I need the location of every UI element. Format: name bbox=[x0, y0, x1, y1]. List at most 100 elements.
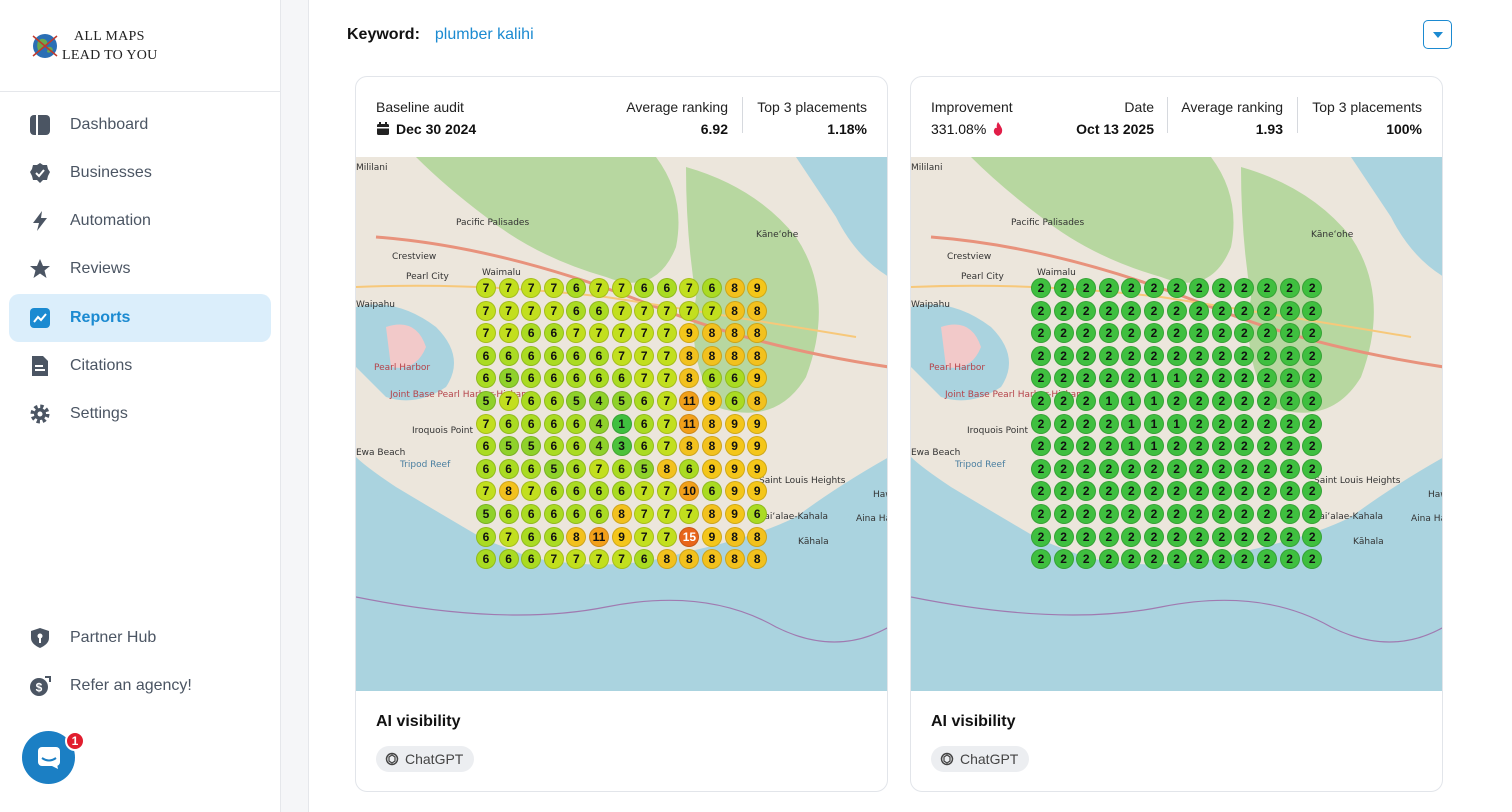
rank-pin[interactable]: 9 bbox=[747, 368, 768, 389]
rank-pin[interactable]: 2 bbox=[1098, 549, 1119, 570]
rank-pin[interactable]: 2 bbox=[1166, 526, 1187, 547]
rank-pin[interactable]: 2 bbox=[1279, 549, 1300, 570]
rank-pin[interactable]: 7 bbox=[656, 391, 677, 411]
rank-pin[interactable]: 2 bbox=[1031, 504, 1051, 524]
rank-pin[interactable]: 2 bbox=[1279, 481, 1300, 502]
rank-pin[interactable]: 9 bbox=[724, 481, 745, 502]
rank-pin[interactable]: 2 bbox=[1031, 436, 1051, 457]
rank-pin[interactable]: 2 bbox=[1166, 549, 1187, 570]
rank-pin[interactable]: 7 bbox=[679, 300, 700, 321]
rank-pin[interactable]: 2 bbox=[1076, 458, 1097, 479]
rank-pin[interactable]: 1 bbox=[1121, 413, 1142, 434]
rank-pin[interactable]: 7 bbox=[634, 345, 655, 366]
expand-dropdown-button[interactable] bbox=[1423, 20, 1452, 49]
rank-pin[interactable]: 2 bbox=[1098, 413, 1119, 434]
rank-pin[interactable]: 7 bbox=[656, 504, 677, 524]
rank-pin[interactable]: 6 bbox=[543, 436, 564, 457]
sidebar-item-citations[interactable]: Citations bbox=[9, 342, 271, 390]
rank-pin[interactable]: 2 bbox=[1211, 413, 1232, 434]
rank-pin[interactable]: 2 bbox=[1302, 323, 1323, 344]
rank-pin[interactable]: 5 bbox=[476, 504, 496, 524]
rank-pin[interactable]: 7 bbox=[611, 323, 632, 344]
rank-pin[interactable]: 2 bbox=[1257, 391, 1277, 411]
rank-pin[interactable]: 8 bbox=[747, 549, 768, 570]
rank-pin[interactable]: 6 bbox=[521, 549, 542, 570]
rank-pin[interactable]: 9 bbox=[702, 526, 722, 547]
rank-pin[interactable]: 6 bbox=[566, 300, 587, 321]
rank-pin[interactable]: 2 bbox=[1189, 345, 1210, 366]
rank-pin[interactable]: 6 bbox=[476, 436, 496, 457]
rank-pin[interactable]: 2 bbox=[1189, 549, 1210, 570]
rank-pin[interactable]: 7 bbox=[589, 458, 609, 479]
rank-pin[interactable]: 8 bbox=[702, 549, 722, 570]
chatgpt-chip[interactable]: ChatGPT bbox=[376, 746, 475, 772]
rank-pin[interactable]: 5 bbox=[476, 391, 496, 411]
rank-pin[interactable]: 6 bbox=[543, 413, 564, 434]
rank-pin[interactable]: 2 bbox=[1144, 300, 1164, 321]
rank-pin[interactable]: 2 bbox=[1257, 504, 1277, 524]
rank-pin[interactable]: 6 bbox=[566, 278, 587, 298]
rank-pin[interactable]: 7 bbox=[476, 481, 496, 502]
baseline-ranking-map[interactable]: Mililani Pacific Palisades Crestview Pearl … bbox=[356, 157, 887, 691]
rank-pin[interactable]: 2 bbox=[1257, 278, 1277, 298]
rank-pin[interactable]: 2 bbox=[1053, 300, 1074, 321]
rank-pin[interactable]: 8 bbox=[656, 458, 677, 479]
rank-pin[interactable]: 2 bbox=[1144, 504, 1164, 524]
rank-pin[interactable]: 6 bbox=[476, 368, 496, 389]
rank-pin[interactable]: 2 bbox=[1189, 458, 1210, 479]
rank-pin[interactable]: 2 bbox=[1234, 481, 1255, 502]
rank-pin[interactable]: 2 bbox=[1279, 278, 1300, 298]
rank-pin[interactable]: 6 bbox=[521, 391, 542, 411]
rank-pin[interactable]: 11 bbox=[589, 526, 609, 547]
rank-pin[interactable]: 8 bbox=[724, 526, 745, 547]
rank-pin[interactable]: 2 bbox=[1189, 323, 1210, 344]
sidebar-item-businesses[interactable]: Businesses bbox=[9, 149, 271, 197]
rank-pin[interactable]: 2 bbox=[1211, 278, 1232, 298]
rank-pin[interactable]: 6 bbox=[634, 278, 655, 298]
rank-pin[interactable]: 2 bbox=[1121, 323, 1142, 344]
rank-pin[interactable]: 6 bbox=[656, 278, 677, 298]
rank-pin[interactable]: 2 bbox=[1031, 413, 1051, 434]
rank-pin[interactable]: 2 bbox=[1053, 323, 1074, 344]
rank-pin[interactable]: 2 bbox=[1144, 481, 1164, 502]
rank-pin[interactable]: 6 bbox=[589, 504, 609, 524]
rank-pin[interactable]: 8 bbox=[679, 549, 700, 570]
rank-pin[interactable]: 2 bbox=[1234, 436, 1255, 457]
sidebar-item-automation[interactable]: Automation bbox=[9, 197, 271, 245]
rank-pin[interactable]: 2 bbox=[1211, 323, 1232, 344]
rank-pin[interactable]: 2 bbox=[1302, 481, 1323, 502]
rank-pin[interactable]: 2 bbox=[1211, 368, 1232, 389]
rank-pin[interactable]: 7 bbox=[498, 391, 519, 411]
rank-pin[interactable]: 3 bbox=[611, 436, 632, 457]
rank-pin[interactable]: 2 bbox=[1257, 368, 1277, 389]
rank-pin[interactable]: 2 bbox=[1234, 549, 1255, 570]
rank-pin[interactable]: 8 bbox=[747, 526, 768, 547]
rank-pin[interactable]: 2 bbox=[1121, 345, 1142, 366]
rank-pin[interactable]: 1 bbox=[611, 413, 632, 434]
rank-pin[interactable]: 2 bbox=[1211, 300, 1232, 321]
rank-pin[interactable]: 8 bbox=[724, 323, 745, 344]
rank-pin[interactable]: 8 bbox=[747, 323, 768, 344]
rank-pin[interactable]: 4 bbox=[589, 436, 609, 457]
rank-pin[interactable]: 6 bbox=[566, 345, 587, 366]
rank-pin[interactable]: 2 bbox=[1098, 504, 1119, 524]
rank-pin[interactable]: 8 bbox=[702, 413, 722, 434]
rank-pin[interactable]: 8 bbox=[747, 300, 768, 321]
rank-pin[interactable]: 2 bbox=[1166, 481, 1187, 502]
rank-pin[interactable]: 5 bbox=[498, 368, 519, 389]
rank-pin[interactable]: 2 bbox=[1098, 526, 1119, 547]
rank-pin[interactable]: 8 bbox=[679, 368, 700, 389]
rank-pin[interactable]: 7 bbox=[656, 368, 677, 389]
rank-pin[interactable]: 2 bbox=[1211, 391, 1232, 411]
rank-pin[interactable]: 9 bbox=[611, 526, 632, 547]
rank-pin[interactable]: 6 bbox=[476, 458, 496, 479]
rank-pin[interactable]: 2 bbox=[1234, 458, 1255, 479]
rank-pin[interactable]: 6 bbox=[476, 345, 496, 366]
rank-pin[interactable]: 7 bbox=[634, 504, 655, 524]
rank-pin[interactable]: 11 bbox=[679, 391, 700, 411]
rank-pin[interactable]: 7 bbox=[634, 323, 655, 344]
rank-pin[interactable]: 2 bbox=[1257, 481, 1277, 502]
rank-pin[interactable]: 7 bbox=[566, 323, 587, 344]
rank-pin[interactable]: 6 bbox=[521, 504, 542, 524]
rank-pin[interactable]: 9 bbox=[747, 458, 768, 479]
